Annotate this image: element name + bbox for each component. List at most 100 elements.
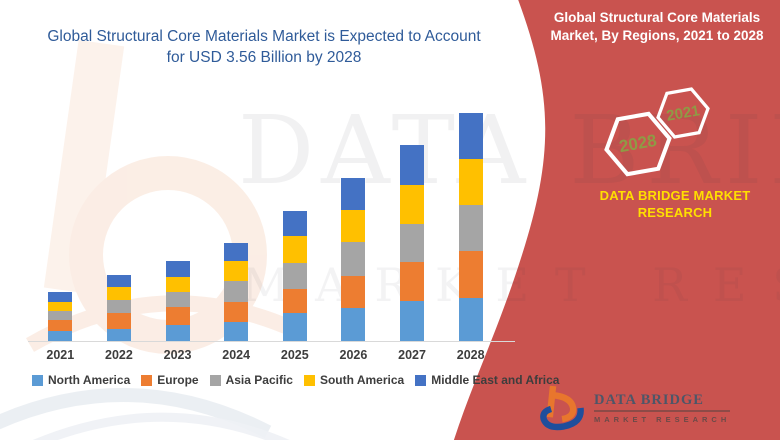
bar-segment-2028-europe <box>458 250 483 298</box>
bar-segment-2028-north-america <box>458 298 483 341</box>
bar-segment-2027-south-america <box>400 185 425 224</box>
chart-title-line1: Global Structural Core Materials <box>553 10 761 25</box>
bar-segment-2021-south-america <box>48 301 73 312</box>
legend-label: Europe <box>157 373 199 387</box>
x-tick-2027: 2027 <box>398 348 426 362</box>
bar-column-2025 <box>266 110 325 341</box>
bar-stack-2025 <box>282 210 307 341</box>
bar-segment-2027-middle-east-and-africa <box>400 145 425 186</box>
bar-segment-2022-asia-pacific <box>106 299 131 314</box>
bar-segment-2021-asia-pacific <box>48 311 73 321</box>
legend-label: Asia Pacific <box>225 373 293 387</box>
brand-name: DATA BRIDGE MARKET RESEARCH <box>580 187 770 221</box>
bar-segment-2027-asia-pacific <box>400 223 425 263</box>
badge-2028-label: 2028 <box>617 130 659 157</box>
x-axis-labels: 2021 2022 2023 2024 2025 2026 2027 2028 <box>31 348 500 362</box>
legend-label: South America <box>319 373 405 387</box>
bar-segment-2026-north-america <box>341 308 366 341</box>
bar-segment-2024-asia-pacific <box>224 280 249 303</box>
bar-segment-2026-europe <box>341 275 366 309</box>
bar-stack-2021 <box>48 292 73 341</box>
bar-segment-2024-middle-east-and-africa <box>224 242 249 262</box>
bar-segment-2022-south-america <box>106 287 131 300</box>
bar-segment-2028-south-america <box>458 158 483 205</box>
chart-legend: North America Europe Asia Pacific South Ame… <box>32 373 559 387</box>
brand-name-line2: RESEARCH <box>637 205 713 220</box>
legend-swatch-icon <box>141 374 153 386</box>
chart-title: Global Structural Core Materials Market,… <box>538 9 776 45</box>
legend-item-south-america: South America <box>303 373 405 387</box>
legend-item-north-america: North America <box>32 373 130 387</box>
legend-item-europe: Europe <box>141 373 199 387</box>
bar-column-2027 <box>383 110 442 341</box>
legend-item-asia-pacific: Asia Pacific <box>209 373 293 387</box>
x-tick-2024: 2024 <box>222 348 251 362</box>
bar-stack-2024 <box>224 242 249 341</box>
bar-column-2024 <box>207 110 266 341</box>
bar-stack-2026 <box>341 178 366 341</box>
bar-segment-2024-europe <box>224 302 249 322</box>
brand-name-line1: DATA BRIDGE MARKET <box>599 188 751 203</box>
x-tick-2025: 2025 <box>280 348 309 362</box>
bar-segment-2024-south-america <box>224 261 249 281</box>
bar-segment-2026-south-america <box>341 210 366 243</box>
bar-segment-2026-middle-east-and-africa <box>341 178 366 211</box>
legend-label: Middle East and Africa <box>431 373 560 387</box>
bar-segment-2028-middle-east-and-africa <box>458 112 483 159</box>
bar-segment-2027-europe <box>400 262 425 302</box>
x-axis-line <box>28 341 515 342</box>
bar-segment-2021-middle-east-and-africa <box>48 292 73 302</box>
bar-column-2021 <box>31 110 90 341</box>
bar-segment-2023-middle-east-and-africa <box>165 260 190 278</box>
bar-segment-2021-north-america <box>48 330 73 341</box>
badge-hexagon-2028: 2028 <box>599 109 676 180</box>
bar-segment-2022-north-america <box>106 329 131 341</box>
bar-column-2026 <box>324 110 383 341</box>
legend-swatch-icon <box>32 374 43 386</box>
bar-segment-2025-south-america <box>282 236 307 264</box>
legend-label: North America <box>48 373 131 387</box>
legend-item-middle-east-and-africa: Middle East and Africa <box>415 373 559 387</box>
bar-segment-2022-middle-east-and-africa <box>106 275 131 288</box>
legend-swatch-icon <box>303 374 315 386</box>
logo-name-text: DATA BRIDGE <box>594 392 731 412</box>
x-tick-2026: 2026 <box>339 348 368 362</box>
chart-title-line2: Market, By Regions, 2021 to 2028 <box>550 28 764 43</box>
bar-segment-2028-asia-pacific <box>458 204 483 251</box>
bar-stack-2023 <box>165 260 190 341</box>
page-title-line1: Global Structural Core Materials Market … <box>47 28 481 45</box>
company-logo: DATA BRIDGE MARKET RESEARCH <box>540 384 731 432</box>
bar-segment-2021-europe <box>48 320 73 331</box>
bar-segment-2027-north-america <box>400 301 425 341</box>
x-tick-2023: 2023 <box>163 348 192 362</box>
legend-swatch-icon <box>209 374 221 386</box>
logo-b-icon <box>540 385 584 431</box>
bar-segment-2022-europe <box>106 313 131 330</box>
bar-segment-2023-europe <box>165 306 190 325</box>
x-tick-2028: 2028 <box>456 348 485 362</box>
bar-segment-2023-asia-pacific <box>165 292 190 307</box>
stacked-bar-chart <box>31 110 500 341</box>
bar-segment-2025-north-america <box>282 313 307 341</box>
page-title-line2: for USD 3.56 Billion by 2028 <box>166 49 362 66</box>
x-tick-2022: 2022 <box>105 348 133 362</box>
logo-subtitle-text: MARKET RESEARCH <box>594 415 731 424</box>
bar-column-2028 <box>441 110 500 341</box>
bar-stack-2022 <box>106 275 131 341</box>
page-title: Global Structural Core Materials Market … <box>18 26 510 68</box>
x-tick-2021: 2021 <box>46 348 75 362</box>
legend-swatch-icon <box>415 374 427 386</box>
bar-segment-2023-south-america <box>165 277 190 293</box>
bar-segment-2025-europe <box>282 289 307 314</box>
bar-segment-2026-asia-pacific <box>341 242 366 276</box>
bar-segment-2024-north-america <box>224 321 249 341</box>
bar-segment-2025-middle-east-and-africa <box>282 210 307 237</box>
bar-stack-2028 <box>458 112 483 341</box>
bar-segment-2023-north-america <box>165 324 190 341</box>
bar-column-2023 <box>148 110 207 341</box>
bar-segment-2025-asia-pacific <box>282 263 307 290</box>
bar-stack-2027 <box>400 145 425 341</box>
